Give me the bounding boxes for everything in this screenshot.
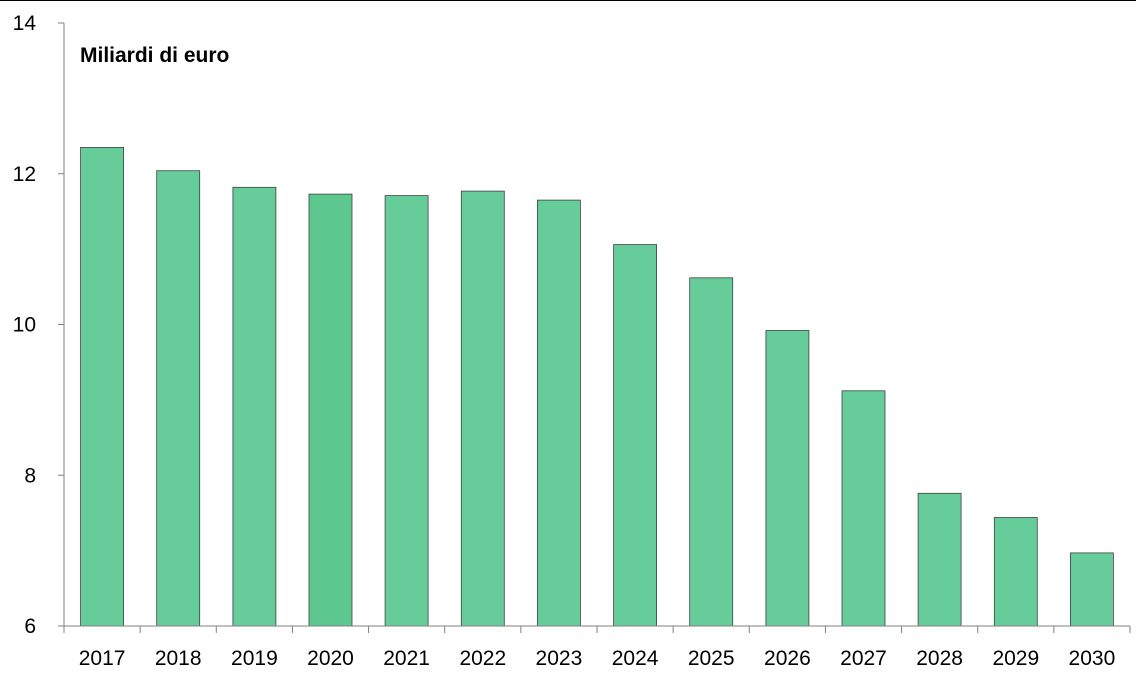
x-tick-label-2019: 2019 [231, 647, 278, 670]
y-tick-label: 10 [13, 314, 36, 337]
axes-group [63, 23, 1130, 627]
bar-2024 [613, 244, 657, 627]
x-tick-label-2030: 2030 [1069, 647, 1116, 670]
bar-2019 [232, 186, 277, 627]
bar-2030 [1070, 552, 1114, 627]
x-tick-label-2027: 2027 [840, 647, 887, 670]
x-tick-label-2018: 2018 [155, 647, 202, 670]
x-tick-label-2022: 2022 [459, 647, 506, 670]
bar-2028 [917, 492, 962, 627]
bar-2027 [841, 390, 886, 627]
bar-2026 [765, 330, 810, 627]
x-tick-label-2028: 2028 [916, 647, 963, 670]
x-tick-label-2017: 2017 [79, 647, 126, 670]
x-tick-label-2026: 2026 [764, 647, 811, 670]
x-tick-label-2023: 2023 [536, 647, 583, 670]
bar-2022 [460, 190, 505, 627]
x-tick-label-2029: 2029 [992, 647, 1039, 670]
bar-2029 [993, 517, 1038, 627]
x-tick-label-2024: 2024 [612, 647, 659, 670]
bar-2017 [80, 146, 124, 627]
y-axis-ticks: 6 8 10 12 14 [13, 12, 64, 638]
bar-2021 [384, 195, 429, 627]
y-tick-label: 8 [24, 464, 36, 487]
bar-2025 [689, 277, 734, 627]
x-tick-label-2025: 2025 [688, 647, 735, 670]
x-tick-label-2021: 2021 [383, 647, 430, 670]
bars-group [80, 146, 1114, 627]
unit-label: Miliardi di euro [80, 44, 229, 67]
bar-2018 [156, 170, 201, 627]
x-tick-label-2020: 2020 [307, 647, 354, 670]
y-tick-label: 14 [13, 12, 37, 35]
bar-2020 [308, 193, 353, 627]
x-axis-ticks: 2017 2018 2019 2020 2021 2022 2023 2024 2025 2026… [63, 626, 1131, 670]
y-tick-label: 6 [24, 615, 36, 638]
bar-2023 [537, 199, 581, 627]
y-tick-label: 12 [13, 163, 36, 186]
